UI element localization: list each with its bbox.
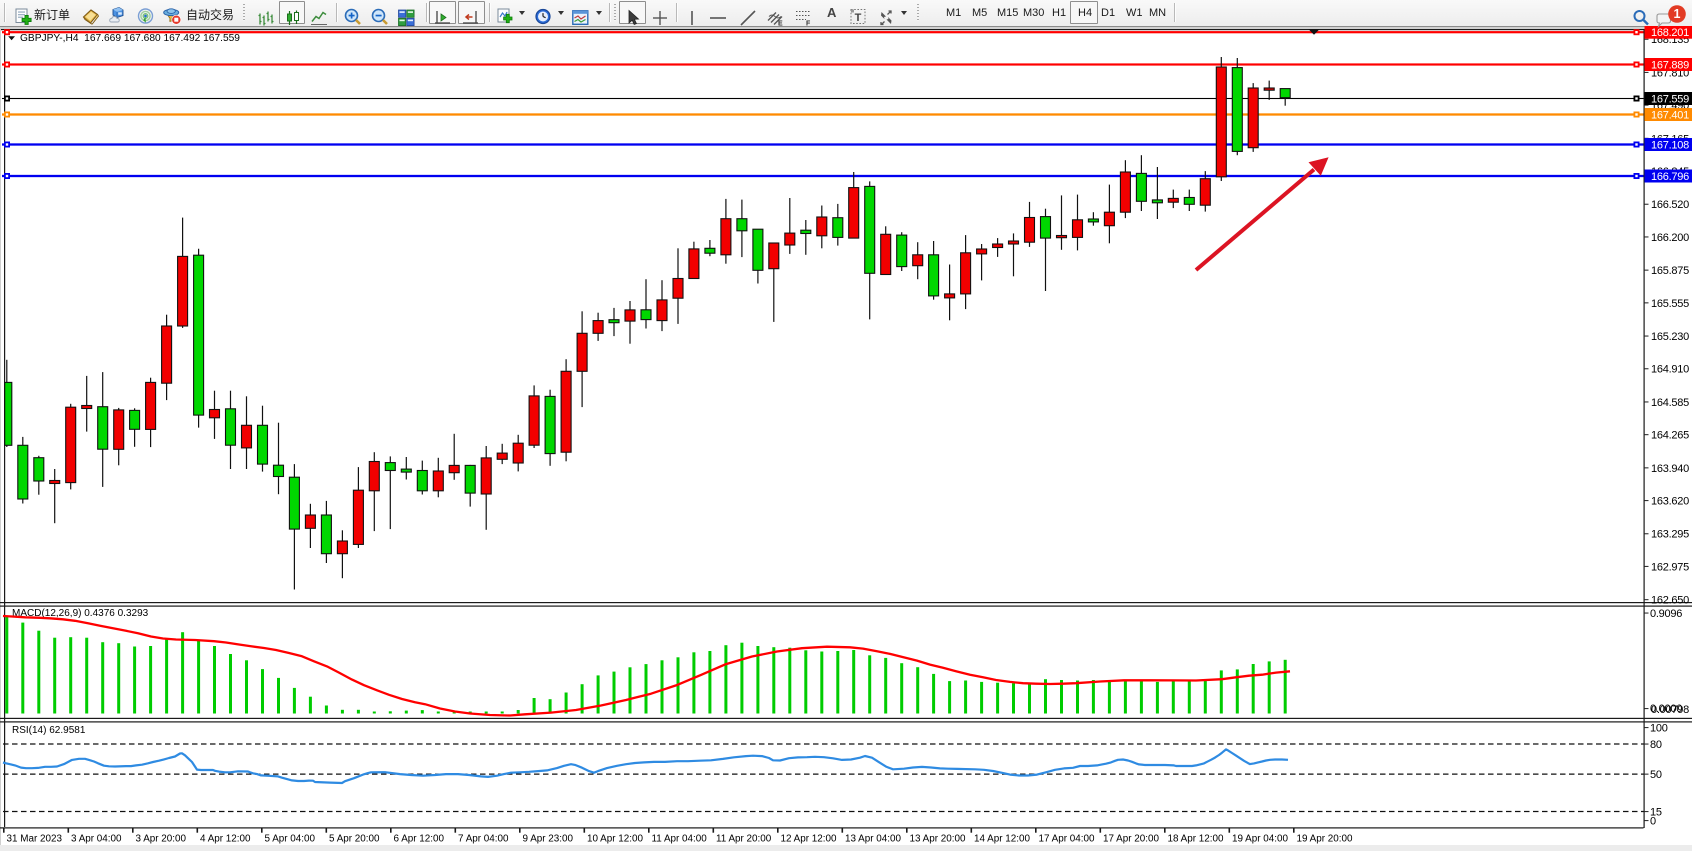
svg-text:12 Apr 12:00: 12 Apr 12:00 [781, 834, 838, 845]
svg-text:164.265: 164.265 [1651, 430, 1689, 442]
svg-text:7 Apr 04:00: 7 Apr 04:00 [458, 834, 509, 845]
svg-text:0.0000: 0.0000 [1650, 703, 1682, 715]
svg-text:80: 80 [1650, 739, 1662, 751]
svg-text:162.975: 162.975 [1651, 561, 1689, 573]
svg-text:9 Apr 23:00: 9 Apr 23:00 [523, 834, 574, 845]
svg-text:167.559: 167.559 [1651, 94, 1689, 106]
svg-text:6 Apr 12:00: 6 Apr 12:00 [394, 834, 445, 845]
svg-text:167.401: 167.401 [1651, 110, 1689, 122]
svg-text:17 Apr 04:00: 17 Apr 04:00 [1039, 834, 1096, 845]
svg-text:RSI(14) 62.9581: RSI(14) 62.9581 [12, 725, 86, 736]
svg-text:3 Apr 20:00: 3 Apr 20:00 [136, 834, 187, 845]
svg-text:T: T [855, 12, 862, 24]
svg-text:E: E [778, 21, 783, 28]
svg-text:0: 0 [1650, 816, 1656, 828]
svg-text:163.295: 163.295 [1651, 529, 1689, 541]
svg-text:10 Apr 12:00: 10 Apr 12:00 [587, 834, 644, 845]
svg-text:MACD(12,26,9) 0.4376 0.3293: MACD(12,26,9) 0.4376 0.3293 [12, 608, 149, 619]
svg-text:0.00798: 0.00798 [1651, 704, 1689, 716]
svg-text:0.9096: 0.9096 [1650, 608, 1682, 620]
svg-text:166.200: 166.200 [1651, 232, 1689, 244]
svg-text:19 Apr 04:00: 19 Apr 04:00 [1232, 834, 1289, 845]
svg-text:F: F [806, 21, 811, 28]
svg-text:18 Apr 12:00: 18 Apr 12:00 [1168, 834, 1225, 845]
svg-text:15: 15 [1650, 807, 1662, 819]
svg-text:164.585: 164.585 [1651, 397, 1689, 409]
svg-text:1: 1 [1674, 7, 1681, 21]
svg-text:50: 50 [1650, 769, 1662, 781]
svg-text:11 Apr 04:00: 11 Apr 04:00 [652, 834, 708, 845]
svg-text:5 Apr 04:00: 5 Apr 04:00 [265, 834, 316, 845]
svg-text:165.230: 165.230 [1651, 331, 1689, 343]
svg-text:168.201: 168.201 [1651, 27, 1689, 39]
svg-text:14 Apr 12:00: 14 Apr 12:00 [974, 834, 1031, 845]
svg-text:167.108: 167.108 [1651, 140, 1689, 152]
svg-text:165.875: 165.875 [1651, 265, 1689, 277]
svg-text:163.620: 163.620 [1651, 496, 1689, 508]
svg-text:166.796: 166.796 [1651, 171, 1689, 183]
svg-text:17 Apr 20:00: 17 Apr 20:00 [1103, 834, 1160, 845]
svg-text:100: 100 [1650, 723, 1668, 735]
svg-text:165.555: 165.555 [1651, 298, 1689, 310]
svg-text:164.910: 164.910 [1651, 364, 1689, 376]
svg-text:167.889: 167.889 [1651, 60, 1689, 72]
svg-text:162.650: 162.650 [1651, 595, 1689, 607]
svg-text:GBPJPY-,H4 167.669 167.680 16: GBPJPY-,H4 167.669 167.680 167.492 167.5… [20, 33, 240, 44]
svg-text:166.520: 166.520 [1651, 199, 1689, 211]
svg-text:31 Mar 2023: 31 Mar 2023 [7, 834, 63, 845]
svg-text:3 Apr 04:00: 3 Apr 04:00 [71, 834, 122, 845]
svg-text:4 Apr 12:00: 4 Apr 12:00 [200, 834, 251, 845]
svg-text:13 Apr 04:00: 13 Apr 04:00 [845, 834, 902, 845]
svg-text:11 Apr 20:00: 11 Apr 20:00 [716, 834, 772, 845]
svg-text:19 Apr 20:00: 19 Apr 20:00 [1297, 834, 1354, 845]
svg-text:163.940: 163.940 [1651, 463, 1689, 475]
svg-text:13 Apr 20:00: 13 Apr 20:00 [910, 834, 967, 845]
svg-text:5 Apr 20:00: 5 Apr 20:00 [329, 834, 380, 845]
